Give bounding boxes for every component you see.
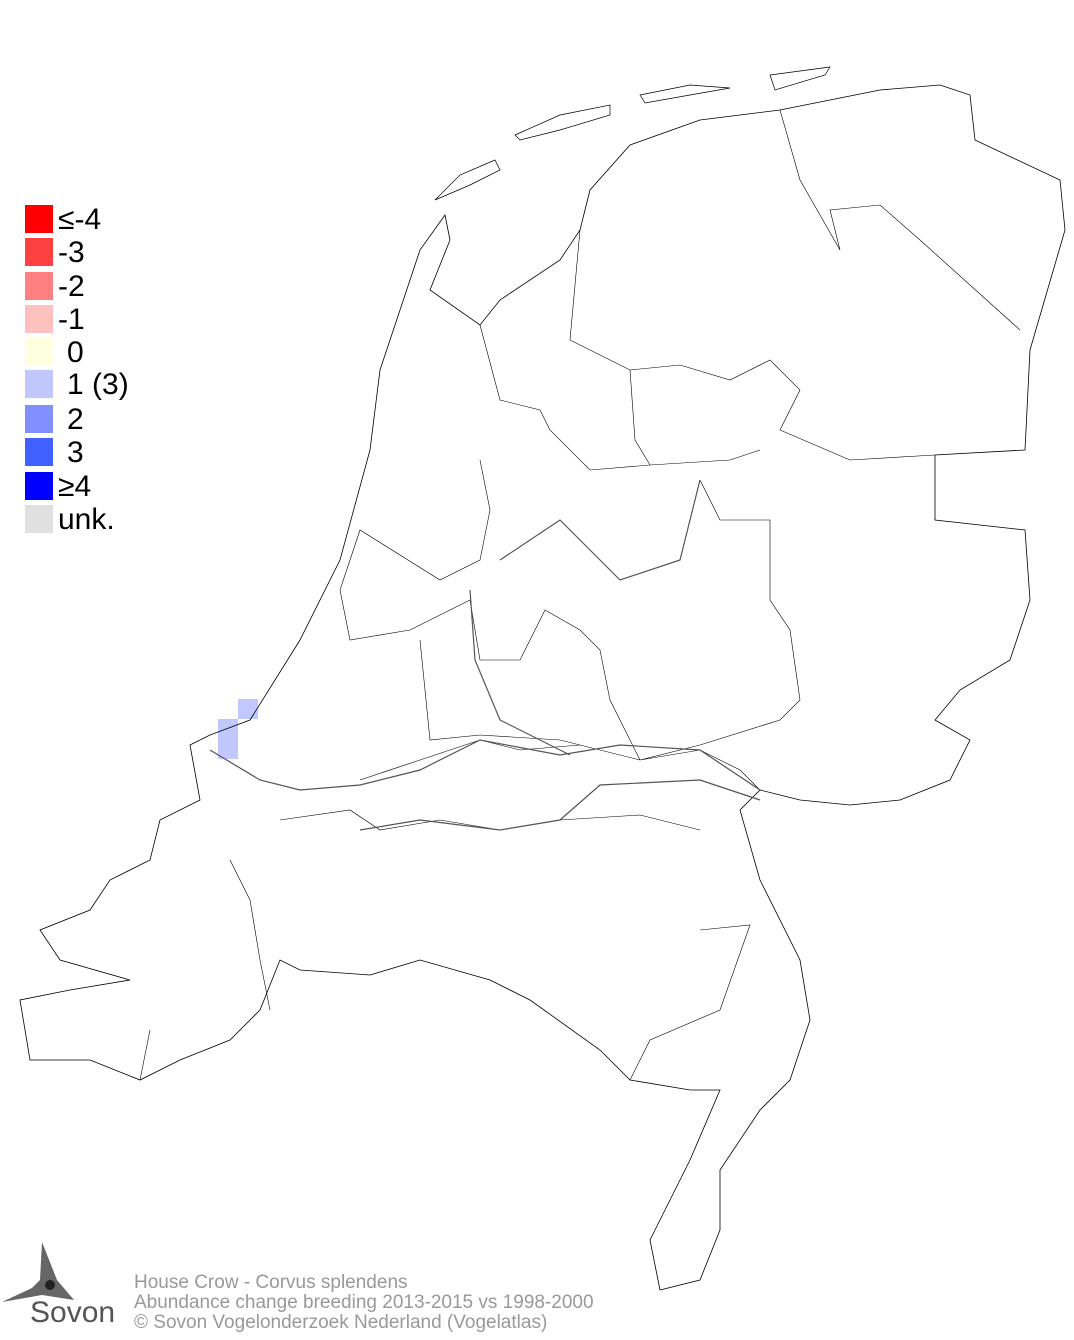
abundance-cell — [218, 719, 238, 739]
abundance-cells — [218, 699, 258, 759]
legend-item: -1 — [25, 303, 185, 336]
legend-swatch — [25, 438, 53, 466]
map-caption: House Crow - Corvus splendens Abundance … — [134, 1273, 594, 1333]
legend-item: ≤-4 — [25, 203, 185, 236]
legend-swatch — [25, 305, 53, 333]
legend-swatch — [25, 472, 53, 500]
legend-item: -2 — [25, 270, 185, 303]
legend-label: 1 (3) — [67, 368, 129, 401]
legend-swatch — [25, 238, 53, 266]
copyright: © Sovon Vogelonderzoek Nederland (Vogela… — [134, 1312, 548, 1333]
legend-swatch — [25, 272, 53, 300]
legend-item: 0 — [25, 336, 185, 369]
legend-label: ≤-4 — [58, 203, 102, 236]
waterways — [209, 479, 761, 831]
legend-swatch — [25, 338, 53, 366]
legend-label: -2 — [58, 270, 85, 303]
legend-item: -3 — [25, 236, 185, 269]
map-subtitle: Abundance change breeding 2013-2015 vs 1… — [134, 1292, 594, 1313]
legend-label: ≥4 — [58, 470, 92, 503]
legend-label: 3 — [67, 436, 84, 469]
legend-swatch — [25, 370, 53, 398]
country-outline — [19, 84, 1066, 1291]
abundance-cell — [218, 739, 238, 759]
legend-label: 0 — [67, 336, 84, 369]
legend-item: unk. — [25, 503, 185, 536]
legend-label: -3 — [58, 236, 85, 269]
legend-label: -1 — [58, 303, 85, 336]
legend-item: 1 (3) — [25, 368, 185, 401]
legend-item: ≥4 — [25, 470, 185, 503]
wadden-islands — [434, 66, 831, 201]
province-borders — [139, 109, 1021, 1081]
sovon-logo-text: Sovon — [30, 1296, 116, 1329]
species-name: House Crow - Corvus splendens — [134, 1272, 408, 1293]
sovon-swallow-logo — [2, 1242, 74, 1302]
legend-item: 3 — [25, 436, 185, 469]
legend-swatch — [25, 205, 53, 233]
legend-item: 2 — [25, 403, 185, 436]
legend-label: 2 — [67, 403, 84, 436]
legend-label: unk. — [58, 503, 115, 536]
legend-swatch — [25, 505, 53, 533]
legend-swatch — [25, 405, 53, 433]
abundance-cell — [238, 699, 258, 719]
